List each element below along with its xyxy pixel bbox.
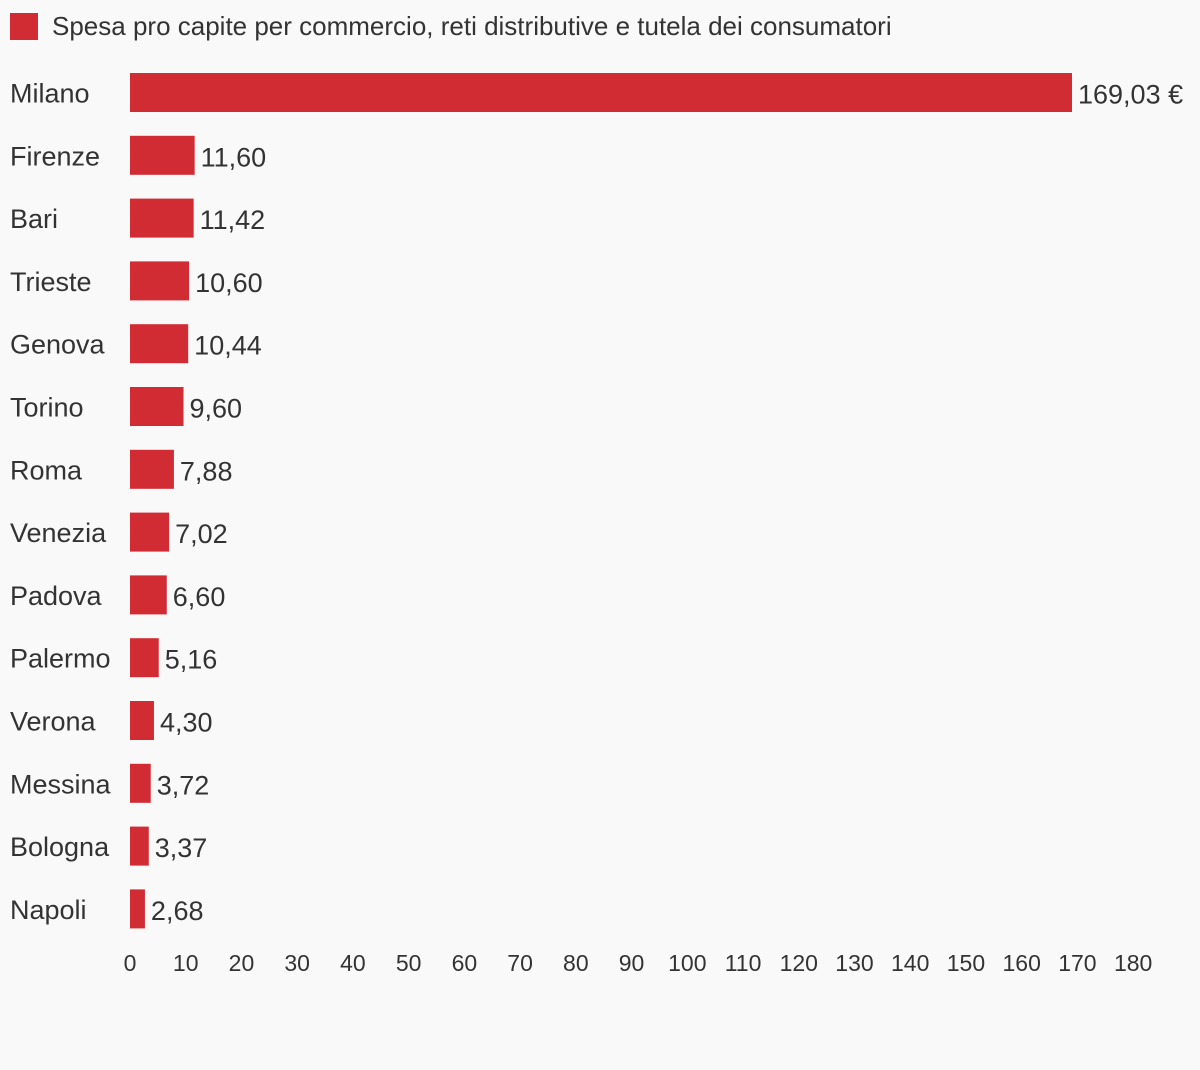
x-tick-label: 140 — [891, 950, 929, 976]
x-tick-label: 50 — [396, 950, 422, 976]
x-tick-label: 110 — [725, 950, 762, 976]
bar — [130, 826, 149, 866]
x-tick-label: 130 — [835, 950, 873, 976]
category-label: Napoli — [10, 895, 87, 925]
bar — [130, 763, 151, 803]
value-label: 7,88 — [180, 456, 233, 486]
value-label: 9,60 — [190, 394, 243, 424]
x-tick-label: 150 — [947, 950, 985, 976]
category-label: Messina — [10, 769, 112, 799]
x-tick-label: 100 — [668, 950, 706, 976]
category-label: Genova — [10, 330, 106, 360]
value-label: 3,72 — [157, 770, 210, 800]
category-label: Torino — [10, 393, 84, 423]
bar — [130, 449, 174, 489]
category-label: Venezia — [10, 518, 107, 548]
x-tick-label: 20 — [229, 950, 255, 976]
value-label: 10,44 — [194, 331, 262, 361]
x-tick-label: 90 — [619, 950, 645, 976]
bar — [130, 512, 170, 552]
x-tick-label: 120 — [780, 950, 818, 976]
bar — [130, 638, 159, 678]
value-label: 3,37 — [155, 833, 208, 863]
value-label: 6,60 — [173, 582, 226, 612]
x-tick-label: 170 — [1058, 950, 1096, 976]
category-label: Roma — [10, 455, 83, 485]
x-tick-label: 10 — [173, 950, 199, 976]
legend-label: Spesa pro capite per commercio, reti dis… — [52, 11, 892, 41]
bar — [130, 575, 167, 615]
value-label: 169,03 € — [1078, 80, 1183, 110]
value-label: 11,60 — [201, 142, 267, 172]
value-label: 10,60 — [195, 268, 263, 298]
category-label: Padova — [10, 581, 103, 611]
category-label: Trieste — [10, 267, 92, 297]
category-label: Firenze — [10, 141, 100, 171]
bar — [130, 387, 184, 426]
x-tick-label: 60 — [452, 950, 478, 976]
bar — [130, 198, 194, 238]
x-tick-label: 30 — [284, 950, 310, 976]
bar — [130, 889, 145, 929]
legend-swatch — [10, 12, 38, 40]
x-tick-label: 70 — [507, 950, 533, 976]
x-tick-label: 0 — [124, 950, 137, 976]
bar — [130, 324, 189, 364]
category-label: Bari — [10, 204, 58, 234]
category-label: Palermo — [10, 644, 111, 674]
bar — [130, 73, 1072, 112]
x-tick-label: 40 — [340, 950, 366, 976]
bar — [130, 701, 154, 740]
bar — [130, 135, 195, 175]
category-label: Bologna — [10, 832, 110, 862]
value-label: 11,42 — [200, 205, 266, 235]
value-label: 4,30 — [160, 708, 213, 738]
value-label: 5,16 — [165, 645, 218, 675]
category-label: Verona — [10, 707, 97, 737]
category-label: Milano — [10, 79, 90, 109]
bar — [130, 261, 190, 301]
x-tick-label: 160 — [1002, 950, 1040, 976]
x-tick-label: 180 — [1114, 950, 1152, 976]
value-label: 2,68 — [151, 896, 204, 926]
chart-legend: Spesa pro capite per commercio, reti dis… — [10, 10, 892, 42]
value-label: 7,02 — [175, 519, 228, 549]
x-tick-label: 80 — [563, 950, 589, 976]
